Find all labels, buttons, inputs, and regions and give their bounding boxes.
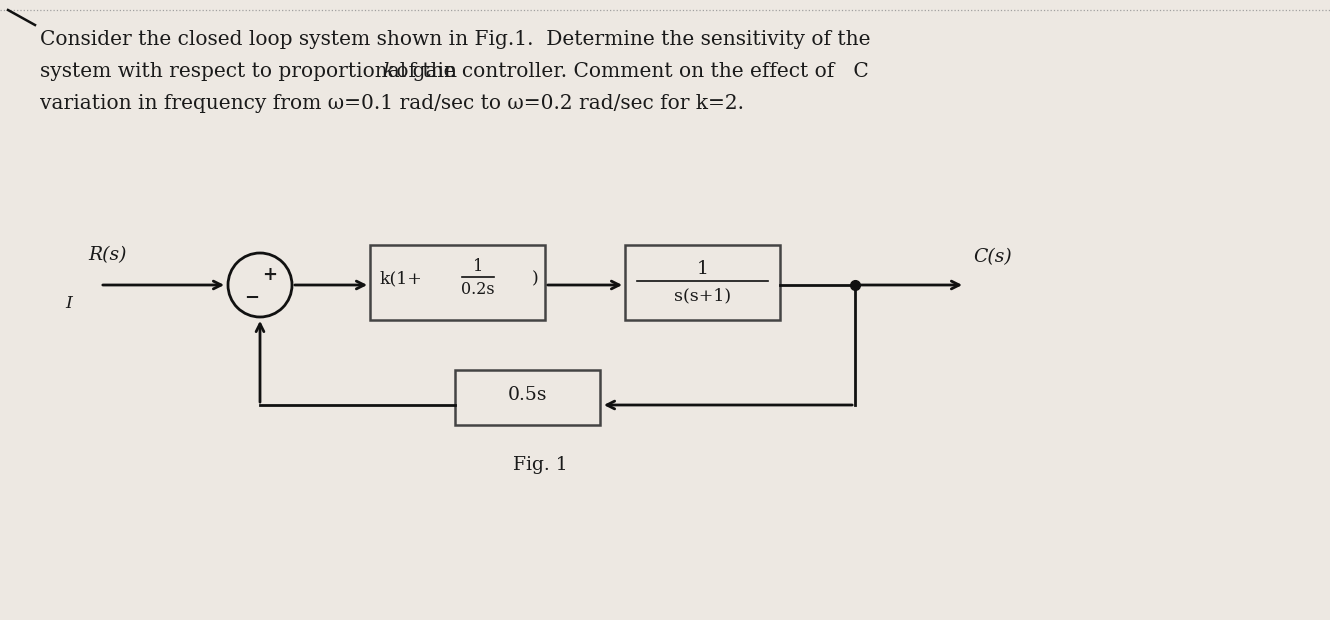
Text: s(s+1): s(s+1)	[674, 287, 732, 304]
Text: Fig. 1: Fig. 1	[512, 456, 568, 474]
Text: variation in frequency from ω=0.1 rad/sec to ω=0.2 rad/sec for k=2.: variation in frequency from ω=0.1 rad/se…	[40, 94, 743, 113]
Text: I: I	[65, 294, 72, 311]
Text: +: +	[262, 266, 278, 284]
Text: system with respect to proportional gain: system with respect to proportional gain	[40, 62, 463, 81]
Text: −: −	[245, 289, 259, 307]
FancyBboxPatch shape	[370, 245, 545, 320]
Text: Consider the closed loop system shown in Fig.1.  Determine the sensitivity of th: Consider the closed loop system shown in…	[40, 30, 871, 49]
FancyBboxPatch shape	[625, 245, 779, 320]
Text: of the controller. Comment on the effect of   C: of the controller. Comment on the effect…	[390, 62, 868, 81]
Text: 0.2s: 0.2s	[462, 281, 495, 298]
Text: 1: 1	[697, 260, 709, 278]
FancyBboxPatch shape	[455, 370, 600, 425]
Text: R(s): R(s)	[88, 246, 126, 264]
Text: ): )	[532, 270, 539, 287]
Text: 1: 1	[473, 258, 483, 275]
Text: k: k	[382, 62, 395, 81]
Text: k(1+: k(1+	[380, 270, 423, 287]
Text: 0.5s: 0.5s	[508, 386, 547, 404]
Text: C(s): C(s)	[974, 248, 1012, 266]
